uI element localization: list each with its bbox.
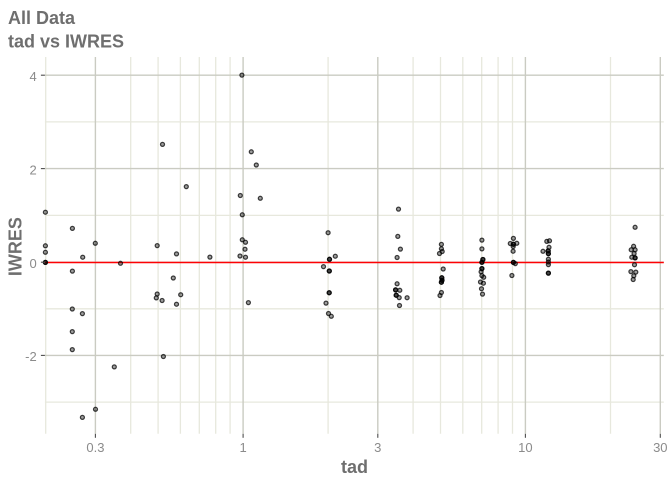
svg-text:30: 30 (653, 440, 667, 455)
svg-text:10: 10 (518, 440, 532, 455)
svg-text:2: 2 (29, 162, 36, 177)
svg-text:0: 0 (29, 256, 36, 271)
svg-text:1: 1 (239, 440, 246, 455)
svg-text:tad: tad (341, 457, 368, 477)
svg-text:All Data: All Data (8, 8, 76, 28)
svg-text:0.3: 0.3 (86, 440, 104, 455)
svg-text:3: 3 (374, 440, 381, 455)
svg-text:-2: -2 (25, 349, 37, 364)
svg-text:tad vs IWRES: tad vs IWRES (8, 32, 124, 52)
svg-text:4: 4 (29, 69, 36, 84)
svg-text:IWRES: IWRES (6, 217, 26, 276)
